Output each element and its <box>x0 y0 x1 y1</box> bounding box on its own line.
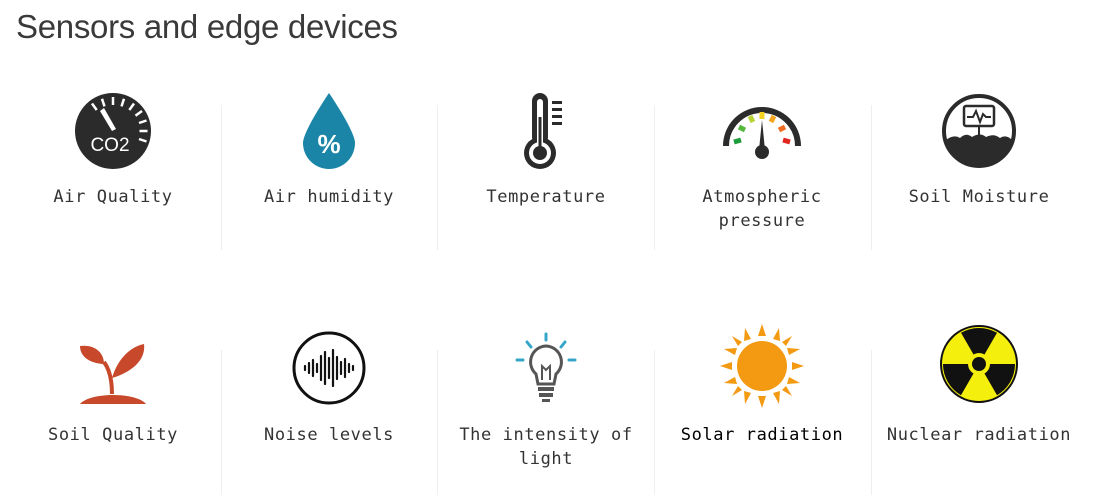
sensor-card-air-humidity: % Air humidity <box>224 88 434 248</box>
sensor-card-temperature: Temperature <box>441 88 651 248</box>
sensor-label: Soil Moisture <box>908 187 1050 207</box>
divider <box>871 350 872 495</box>
sensor-label: The intensity of light <box>459 425 633 469</box>
light-bulb-icon <box>515 332 577 402</box>
sensor-label: Air Quality <box>53 187 173 207</box>
divider <box>654 350 655 495</box>
plant-sprout-icon <box>80 344 146 404</box>
sensor-label: Noise levels <box>263 425 395 445</box>
co2-label: CO2 <box>90 135 129 156</box>
sensor-label: Soil Quality <box>47 425 179 445</box>
sensor-card-nuclear-radiation: Nuclear radiation <box>874 325 1084 488</box>
divider <box>437 350 438 495</box>
sound-wave-icon <box>292 331 366 405</box>
sensor-label: Nuclear radiation <box>886 425 1072 445</box>
sensor-card-atmospheric-pressure: Atmospheric pressure <box>657 88 867 248</box>
sensor-label: Air humidity <box>263 187 395 207</box>
sensor-label: Solar radiation <box>680 425 844 445</box>
sensor-card-light-intensity: The intensity of light <box>441 328 651 488</box>
sensor-card-noise-levels: Noise levels <box>224 328 434 488</box>
sun-icon <box>720 324 804 408</box>
divider <box>654 105 655 250</box>
thermometer-icon <box>524 93 562 169</box>
divider <box>221 350 222 495</box>
percent-label: % <box>317 129 340 159</box>
soil-moisture-icon <box>942 94 1016 168</box>
sensor-label: Atmospheric pressure <box>702 187 822 231</box>
sensor-label: Temperature <box>486 187 606 207</box>
pressure-gauge-icon <box>723 107 801 159</box>
divider <box>221 105 222 250</box>
sensor-card-solar-radiation: Solar radiation <box>657 324 867 488</box>
sensor-card-soil-moisture: Soil Moisture <box>874 88 1084 248</box>
humidity-drop-icon: % <box>303 93 355 169</box>
co2-gauge-icon: CO2 <box>75 93 151 169</box>
radiation-icon <box>940 325 1018 403</box>
divider <box>871 105 872 250</box>
page-title: Sensors and edge devices <box>16 8 398 45</box>
sensor-card-air-quality: CO2 Air Quality <box>8 88 218 248</box>
sensor-card-soil-quality: Soil Quality <box>8 328 218 488</box>
divider <box>437 105 438 250</box>
